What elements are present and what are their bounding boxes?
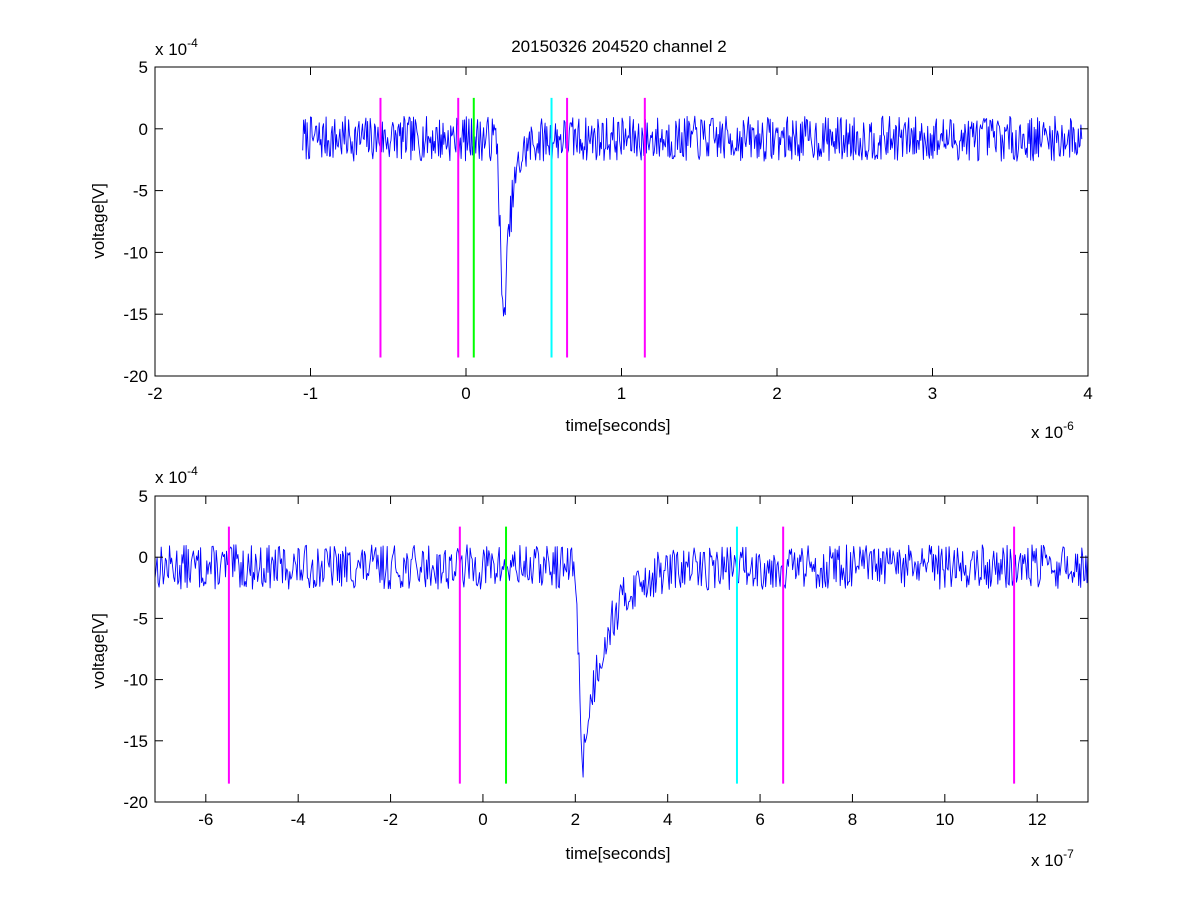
bottom-x-multiplier: x 10-7: [1031, 847, 1074, 870]
bottom-x-tick-label: -4: [291, 810, 306, 829]
bottom-x-axis-label: time[seconds]: [566, 844, 671, 863]
bottom-x-multiplier-exponent: -7: [1063, 847, 1074, 861]
bottom-plot-frame: [154, 495, 1089, 803]
top-plot-axes: -2 -1 0 1 2 3 4-20-15-10-505 time[seconds] vol…: [89, 36, 1093, 442]
top-x-tick-label: 2: [772, 384, 781, 403]
bottom-y-tick-label: -5: [133, 609, 148, 628]
top-y-multiplier: x 10-4: [155, 36, 198, 59]
top-y-tick-label: 5: [139, 58, 148, 77]
top-y-tick-label: 0: [139, 120, 148, 139]
bottom-y-tick-label: 5: [139, 487, 148, 506]
top-x-tick-label: 1: [617, 384, 626, 403]
bottom-y-tick-label: -15: [123, 732, 148, 751]
bottom-x-tick-label: 6: [755, 810, 764, 829]
top-x-tick-label: -1: [303, 384, 318, 403]
top-plot-ticks: -2 -1 0 1 2 3 4-20-15-10-505: [123, 58, 1092, 403]
top-x-tick-label: 4: [1083, 384, 1092, 403]
bottom-y-axis-label: voltage[V]: [89, 613, 108, 689]
top-x-multiplier: x 10-6: [1031, 419, 1074, 442]
top-y-tick-label: -15: [123, 305, 148, 324]
top-y-tick-label: -10: [123, 243, 148, 262]
top-x-multiplier-exponent: -6: [1063, 419, 1074, 433]
bottom-x-tick-label: 4: [663, 810, 672, 829]
bottom-y-multiplier-exponent: -4: [187, 464, 198, 478]
bottom-y-tick-label: 0: [139, 548, 148, 567]
bottom-x-tick-label: 8: [848, 810, 857, 829]
top-y-tick-label: -20: [123, 367, 148, 386]
bottom-x-tick-label: -2: [383, 810, 398, 829]
bottom-x-tick-label: 12: [1028, 810, 1047, 829]
bottom-y-tick-label: -10: [123, 671, 148, 690]
top-signal-line-0: [302, 115, 1083, 317]
top-x-tick-label: 3: [928, 384, 937, 403]
bottom-x-tick-label: 0: [478, 810, 487, 829]
top-x-tick-label: -2: [147, 384, 162, 403]
bottom-plot-axes: -6 -4 -2 0 2 4 6 8 10 12-20-15-10-505 time[second…: [89, 464, 1089, 870]
bottom-plot-ticks: -6 -4 -2 0 2 4 6 8 10 12-20-15-10-505: [123, 487, 1088, 829]
bottom-y-multiplier: x 10-4: [155, 464, 198, 487]
top-x-axis-label: time[seconds]: [566, 416, 671, 435]
bottom-plot-marks: [154, 526, 1089, 784]
figure-title: 20150326 204520 channel 2: [511, 37, 727, 56]
bottom-x-tick-label: 2: [571, 810, 580, 829]
bottom-x-tick-label: -6: [198, 810, 213, 829]
top-y-tick-label: -5: [133, 182, 148, 201]
bottom-signal-line-0: [154, 544, 1089, 778]
top-plot-marks: [302, 97, 1083, 358]
top-y-multiplier-exponent: -4: [187, 36, 198, 50]
top-plot-frame: [154, 66, 1089, 377]
bottom-x-tick-label: 10: [935, 810, 954, 829]
top-y-axis-label: voltage[V]: [89, 183, 108, 259]
top-x-tick-label: 0: [461, 384, 470, 403]
bottom-y-tick-label: -20: [123, 793, 148, 812]
